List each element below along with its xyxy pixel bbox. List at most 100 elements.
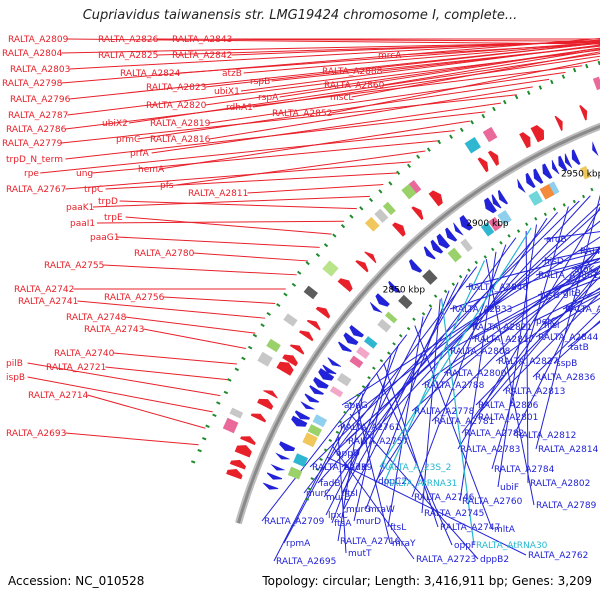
gc-mark bbox=[283, 292, 288, 297]
reverse-gene-arrow bbox=[459, 214, 473, 231]
cog-block bbox=[382, 201, 396, 216]
reverse-gene-label: tatB bbox=[570, 343, 589, 353]
cog-block bbox=[408, 179, 422, 194]
tick-label: 2950 kbp bbox=[561, 170, 600, 180]
cog-block bbox=[384, 311, 398, 324]
cog-block bbox=[222, 417, 239, 434]
reverse-gene-arrow bbox=[551, 159, 560, 175]
gc-mark bbox=[323, 243, 329, 248]
reverse-gene-label: dppB2 bbox=[480, 555, 509, 565]
gc-mark bbox=[328, 438, 333, 443]
forward-gene-label: RALTA_A2787 bbox=[8, 111, 68, 121]
reverse-gene-arrow bbox=[564, 153, 573, 169]
reverse-gene-label: RALTA_A2817 bbox=[474, 335, 534, 345]
forward-connector bbox=[92, 140, 440, 174]
reverse-connector bbox=[495, 287, 600, 362]
forward-gene-label: ubiX1 bbox=[214, 87, 240, 97]
reverse-gene-label: murD bbox=[356, 517, 381, 527]
rna-gene-label: RALTA_A_23S_2 bbox=[382, 463, 451, 473]
reverse-connector bbox=[273, 424, 345, 562]
gc-mark bbox=[562, 203, 566, 207]
gc-mark bbox=[458, 274, 463, 279]
forward-connector bbox=[65, 65, 583, 130]
forward-gene-arrow bbox=[355, 260, 369, 273]
cog-block bbox=[307, 424, 322, 437]
reverse-gene-label: RALTA_A2827 bbox=[498, 357, 558, 367]
reverse-connector bbox=[383, 363, 439, 528]
gc-mark bbox=[241, 356, 246, 361]
forward-gene-label: RALTA_A2780 bbox=[134, 249, 195, 259]
reverse-gene-label: lpxC bbox=[328, 511, 348, 521]
forward-connector bbox=[179, 41, 600, 74]
gc-mark bbox=[483, 255, 488, 259]
forward-gene-label: RALTA_A2743 bbox=[84, 325, 144, 335]
forward-gene-arrow bbox=[306, 319, 321, 331]
reverse-gene-label: RALTA_A2802 bbox=[530, 479, 590, 489]
gc-mark bbox=[223, 390, 229, 395]
cog-block bbox=[303, 285, 318, 300]
reverse-gene-label: RALTA_A2836 bbox=[535, 373, 596, 383]
reverse-gene-arrow bbox=[313, 377, 329, 389]
forward-gene-label: RALTA_A2825 bbox=[98, 51, 158, 61]
gc-mark bbox=[406, 326, 411, 331]
reverse-gene-label: RALTA_A2746 bbox=[414, 493, 475, 503]
forward-connector bbox=[205, 47, 600, 106]
reverse-gene-label: RALTA_A2762 bbox=[528, 551, 588, 561]
forward-connector bbox=[143, 328, 247, 349]
gc-mark bbox=[585, 63, 589, 69]
gc-mark bbox=[348, 401, 353, 405]
forward-gene-label: trpC bbox=[84, 185, 103, 195]
gc-mark bbox=[443, 289, 448, 294]
forward-gene-arrow bbox=[579, 105, 588, 121]
forward-connector bbox=[381, 45, 600, 72]
cog-block bbox=[482, 126, 498, 143]
gc-mark bbox=[474, 260, 478, 265]
gc-mark bbox=[459, 127, 464, 133]
gc-mark bbox=[526, 90, 531, 96]
gc-mark bbox=[227, 378, 232, 382]
gc-mark bbox=[502, 99, 507, 105]
gc-mark bbox=[492, 106, 496, 112]
cog-block bbox=[497, 209, 512, 226]
reverse-gene-label: hisI bbox=[544, 321, 560, 331]
gc-mark bbox=[426, 147, 431, 152]
reverse-gene-label: RALTA_A2859 bbox=[565, 305, 600, 315]
reverse-gene-label: RALTA_A2783 bbox=[460, 445, 520, 455]
forward-gene-arrow bbox=[392, 222, 406, 237]
reverse-gene-label: RALTA_A2739 bbox=[312, 463, 373, 473]
reverse-connector bbox=[349, 413, 479, 560]
gc-mark bbox=[552, 207, 557, 211]
gc-mark bbox=[266, 311, 271, 316]
cog-block bbox=[266, 338, 281, 353]
accession-text: Accession: NC_010528 bbox=[8, 574, 145, 588]
reverse-gene-label: fadB bbox=[320, 479, 341, 489]
reverse-gene-arrow bbox=[497, 189, 509, 205]
gc-mark bbox=[396, 170, 401, 175]
reverse-gene-arrow bbox=[270, 463, 286, 471]
gc-mark bbox=[319, 457, 323, 462]
forward-gene-label: RALTA_A2779 bbox=[2, 139, 63, 149]
reverse-connector bbox=[421, 299, 441, 514]
reverse-gene-label: RALTA_A2781 bbox=[434, 417, 494, 427]
gc-mark bbox=[315, 467, 320, 471]
reverse-connector bbox=[365, 290, 450, 510]
forward-gene-label: RALTA_A2819 bbox=[150, 119, 211, 129]
reverse-gene-label: RALTA_A2760 bbox=[462, 497, 523, 507]
reverse-connector bbox=[431, 246, 600, 422]
gc-mark bbox=[205, 424, 210, 428]
gc-mark bbox=[234, 367, 240, 372]
forward-gene-arrow bbox=[229, 459, 247, 470]
forward-connector bbox=[113, 352, 238, 365]
forward-gene-label: trpD_N_term bbox=[6, 155, 63, 165]
cog-block bbox=[229, 407, 244, 419]
forward-gene-label: prmC bbox=[116, 135, 140, 145]
forward-gene-label: mrcA bbox=[378, 51, 402, 61]
cog-block bbox=[377, 318, 392, 333]
gc-mark bbox=[368, 197, 374, 203]
reverse-gene-label: hisD bbox=[544, 257, 564, 267]
forward-gene-arrow bbox=[234, 445, 252, 458]
gc-mark bbox=[335, 430, 340, 434]
reverse-gene-label: RALTA_A2789 bbox=[536, 501, 597, 511]
gc-mark bbox=[197, 448, 202, 453]
